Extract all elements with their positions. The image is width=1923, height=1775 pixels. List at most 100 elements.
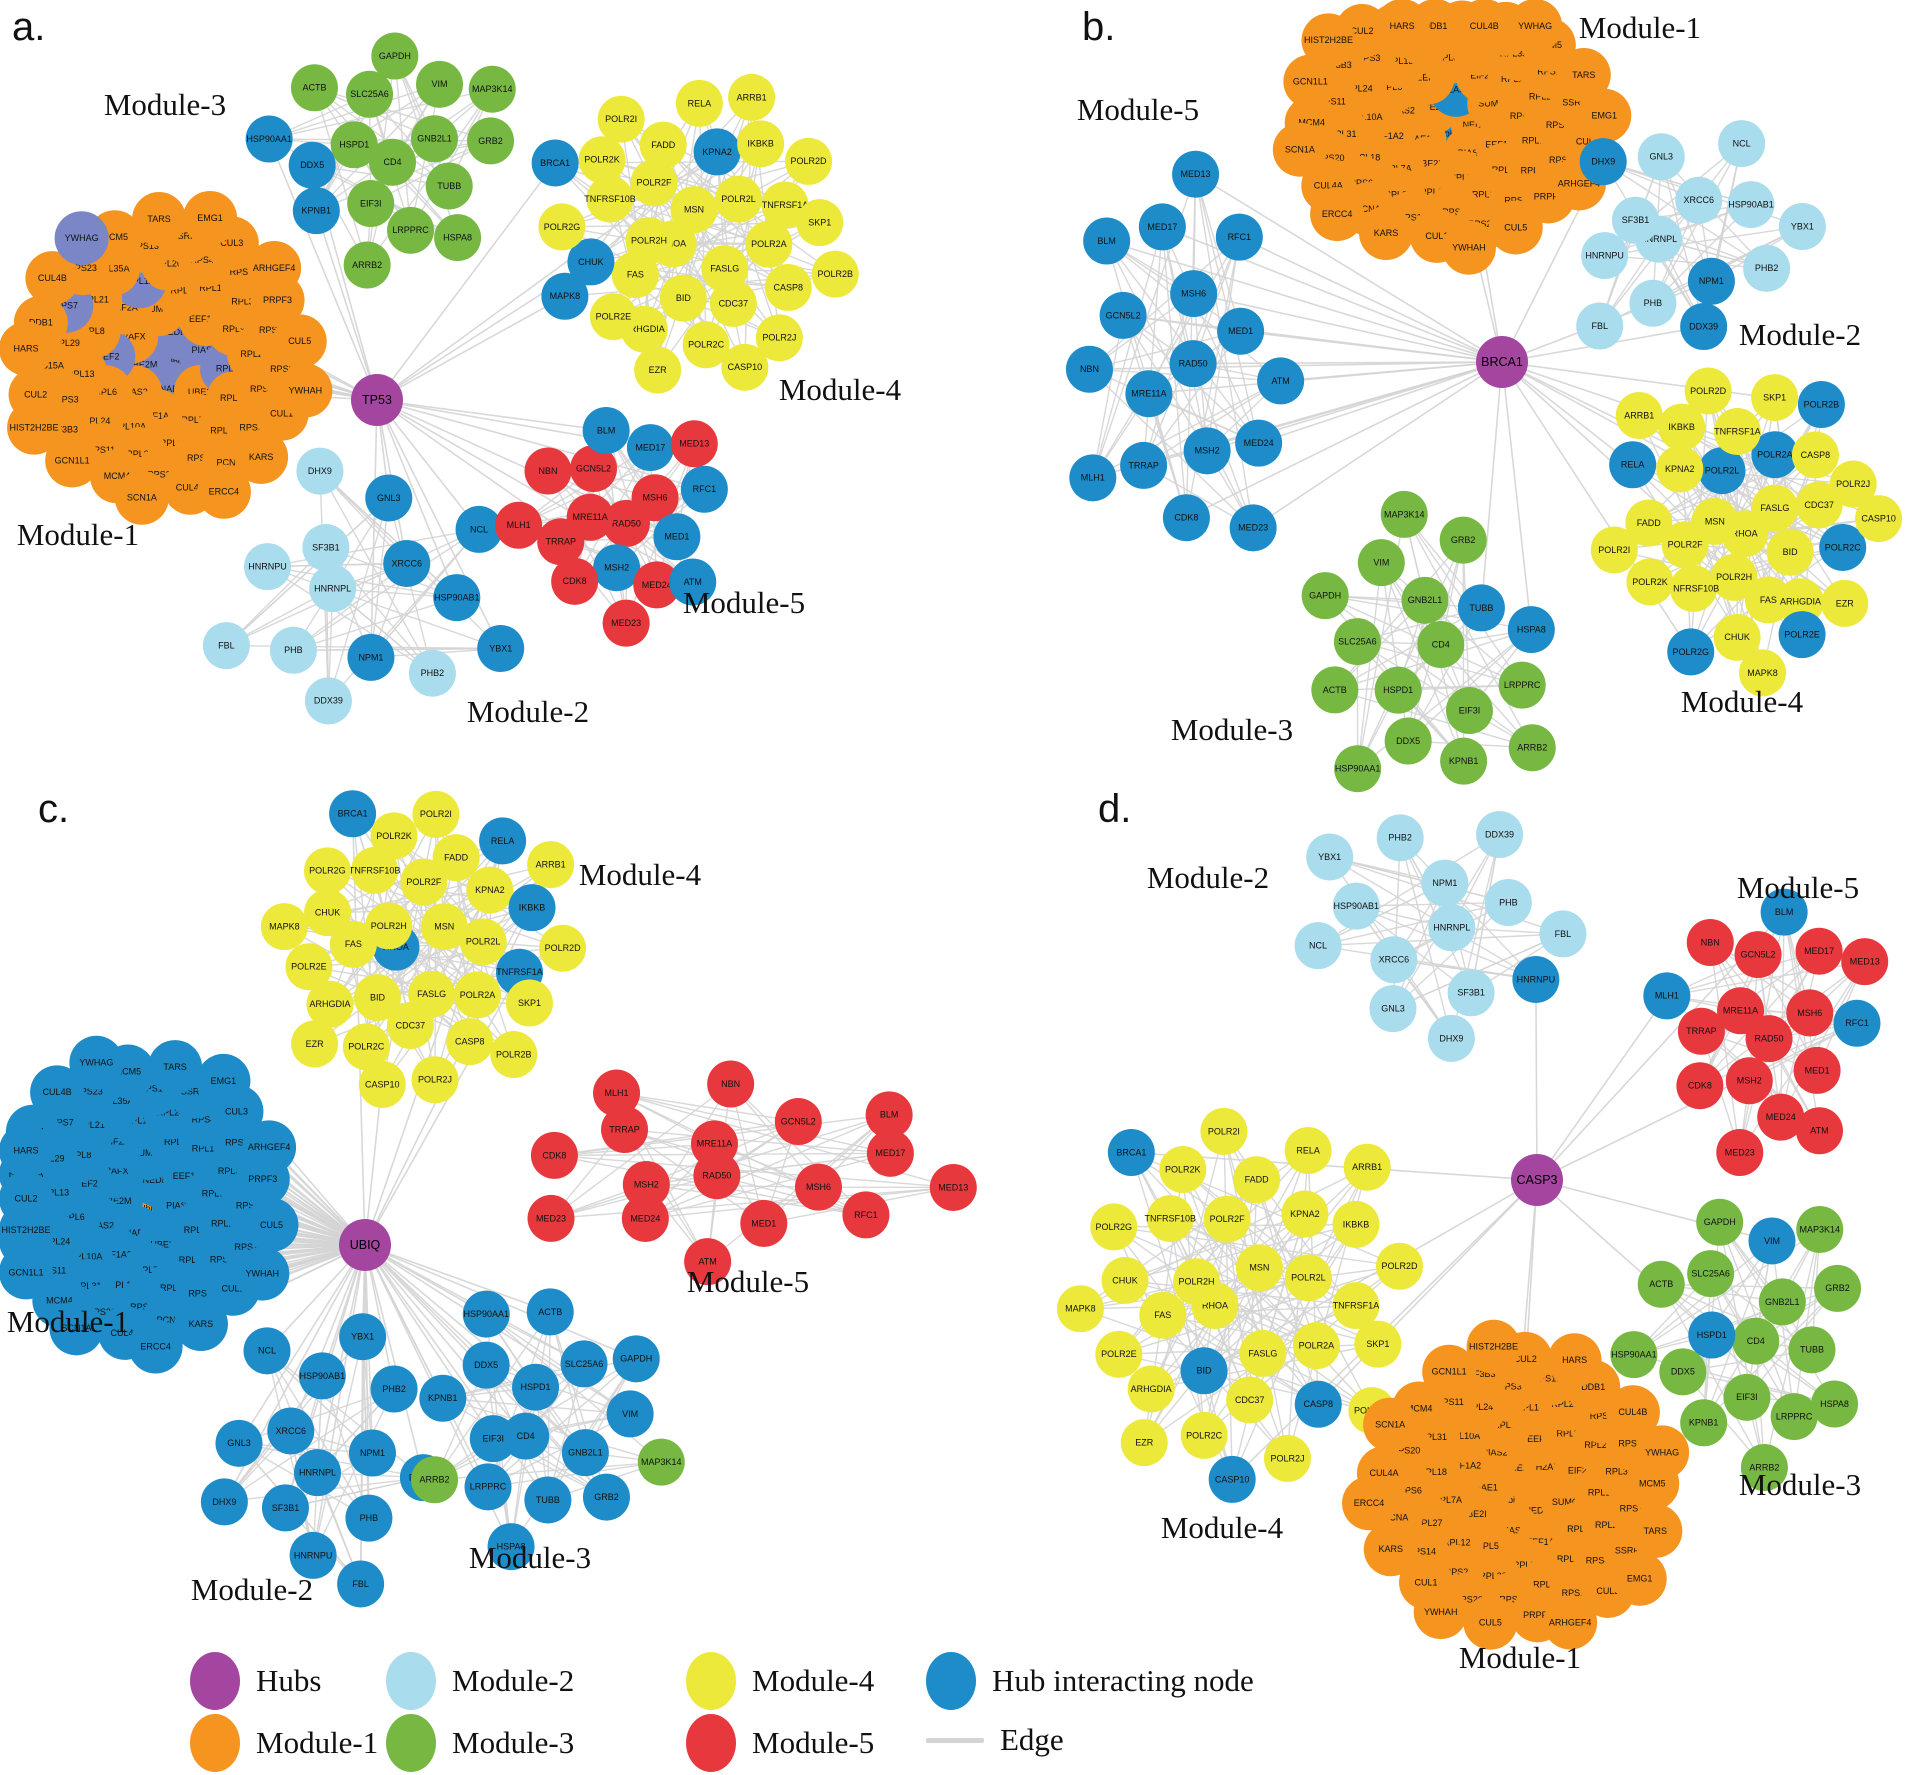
node-MSN — [670, 186, 718, 234]
node-MED23 — [527, 1194, 575, 1242]
node-CASP10 — [358, 1061, 406, 1109]
edge — [327, 497, 390, 702]
edge-swatch — [926, 1737, 984, 1743]
node-label-PIAS2: PIAS2 — [1482, 1447, 1508, 1457]
node-ARRB2 — [1740, 1444, 1788, 1492]
node-label-KARS: KARS — [1379, 1544, 1404, 1554]
node-label-POLR2L: POLR2L — [1705, 466, 1740, 476]
node-label-RPS20: RPS20 — [87, 1307, 116, 1317]
node-label-POLR2A: POLR2A — [1757, 450, 1793, 460]
node-label-DDB1: DDB1 — [1581, 1382, 1605, 1392]
node-label-POLR2K: POLR2K — [1165, 1164, 1201, 1174]
node-label-RPL9: RPL9 — [1513, 1560, 1536, 1570]
node-label-BLM: BLM — [597, 425, 616, 435]
node-label-GAPDH: GAPDH — [1309, 590, 1341, 600]
node-label-CUL2: CUL2 — [14, 1194, 37, 1204]
node-POLR2G — [1667, 628, 1715, 676]
node-label-HARS: HARS — [13, 1146, 38, 1156]
node-POLR2L — [1284, 1254, 1332, 1302]
node-label-POLR2L: POLR2L — [1291, 1273, 1326, 1283]
node-label-FADD: FADD — [651, 140, 676, 150]
module-label: Module-4 — [579, 857, 702, 892]
node-label-HSP90AB1: HSP90AB1 — [1728, 199, 1774, 209]
node-label-EIF2A: EIF2A — [1568, 1466, 1593, 1476]
node-label-CDC37: CDC37 — [1804, 500, 1834, 510]
node-YWHAG — [69, 1035, 124, 1090]
node-PHB — [269, 626, 317, 674]
module-label: Module-1 — [1579, 10, 1701, 45]
node-label-EEF1A1: EEF1A1 — [173, 1171, 207, 1181]
edge — [1194, 174, 1260, 444]
node-TUBB — [1457, 584, 1505, 632]
node-ACTB — [1637, 1260, 1685, 1308]
node-label-BLM: BLM — [1097, 236, 1116, 246]
node-label-POLR2L: POLR2L — [721, 194, 756, 204]
node-SLC25A6 — [560, 1340, 608, 1388]
node-label-NBN: NBN — [1701, 937, 1720, 947]
node-label-Ubiq: Ubiq — [139, 1204, 158, 1214]
node-TUBB — [425, 162, 473, 210]
node-GAPDH — [1696, 1198, 1744, 1246]
node-ERCC4 — [1310, 187, 1365, 242]
node-POLR2I — [412, 790, 460, 838]
edge — [1709, 942, 1818, 1071]
node-GNL3 — [365, 474, 413, 522]
node-FADD — [1625, 499, 1673, 547]
edge — [1092, 226, 1164, 479]
node-YWHAH — [1413, 1585, 1468, 1640]
edge — [293, 647, 501, 651]
node-HSPD1 — [1374, 666, 1422, 714]
node-MED17 — [866, 1129, 914, 1177]
node-label-UBE2I: UBE2I — [150, 1239, 176, 1249]
node-label-NEDD8: NEDD8 — [161, 327, 192, 337]
node-TNFRSF1A — [761, 181, 809, 229]
node-label-BID: BID — [1783, 547, 1799, 557]
node-YWHAH — [278, 363, 333, 418]
hub-edge — [1106, 240, 1503, 363]
hub-edge — [376, 399, 705, 491]
node-NBN — [1065, 345, 1113, 393]
node-CASP8 — [446, 1018, 494, 1066]
panel-letter: b. — [1082, 5, 1115, 49]
node-EZR — [634, 346, 682, 394]
node-label-CUL2: CUL2 — [24, 389, 47, 399]
module-label: Module-5 — [1737, 870, 1859, 905]
edge — [1143, 1166, 1368, 1444]
node-EIF3I — [469, 1415, 517, 1463]
node-label-MLH1: MLH1 — [1081, 473, 1105, 483]
node-label-RPS16: RPS16 — [1562, 1588, 1591, 1598]
node-PHB — [1484, 878, 1532, 926]
node-label-TNFRSF10B: TNFRSF10B — [349, 865, 401, 875]
node-label-POLR2D: POLR2D — [1690, 386, 1727, 396]
node-label-PRPF3: PRPF3 — [1523, 1610, 1552, 1620]
node-label-EIF3I: EIF3I — [360, 198, 382, 208]
node-label-RPL18: RPL18 — [109, 1280, 137, 1290]
hub-label-BRCA1: BRCA1 — [1481, 355, 1523, 369]
node-label-POLR2D: POLR2D — [791, 156, 828, 166]
node-label-MED1: MED1 — [1228, 326, 1253, 336]
node-label-TRRAP: TRRAP — [1686, 1026, 1717, 1036]
node-POLR2K — [578, 136, 626, 184]
node-MED24 — [1757, 1093, 1805, 1141]
node-DDX39 — [1476, 811, 1524, 859]
node-CUL4B — [30, 1065, 85, 1120]
node-FBL — [337, 1560, 385, 1608]
node-label-PRPF3: PRPF3 — [263, 295, 292, 305]
edge — [1793, 1229, 1821, 1417]
node-FAS — [611, 251, 659, 299]
node-label-CUL1: CUL1 — [1425, 231, 1448, 241]
node-label-Ubiq: Ubiq — [166, 357, 185, 367]
edge — [267, 565, 501, 650]
node-label-RAD50: RAD50 — [612, 518, 641, 528]
module5-swatch — [686, 1714, 736, 1772]
node-label-MSH2: MSH2 — [634, 1179, 659, 1189]
node-MED1 — [1793, 1046, 1841, 1094]
node-MED17 — [1138, 203, 1186, 251]
node-label-MED24: MED24 — [1244, 438, 1274, 448]
node-label-ARRB1: ARRB1 — [1624, 410, 1654, 420]
nodes-layer: HNRNPL XRCC6 NPM1 SF3B1 HSP90AB1 PHB GNL3 PHB2 H… — [1056, 787, 1889, 1675]
node-label-RPS2: RPS2 — [1445, 1567, 1469, 1577]
node-label-ARRB2: ARRB2 — [352, 260, 382, 270]
node-label-KPNA2: KPNA2 — [702, 147, 732, 157]
node-label-RPL13: RPL13 — [1386, 56, 1414, 66]
